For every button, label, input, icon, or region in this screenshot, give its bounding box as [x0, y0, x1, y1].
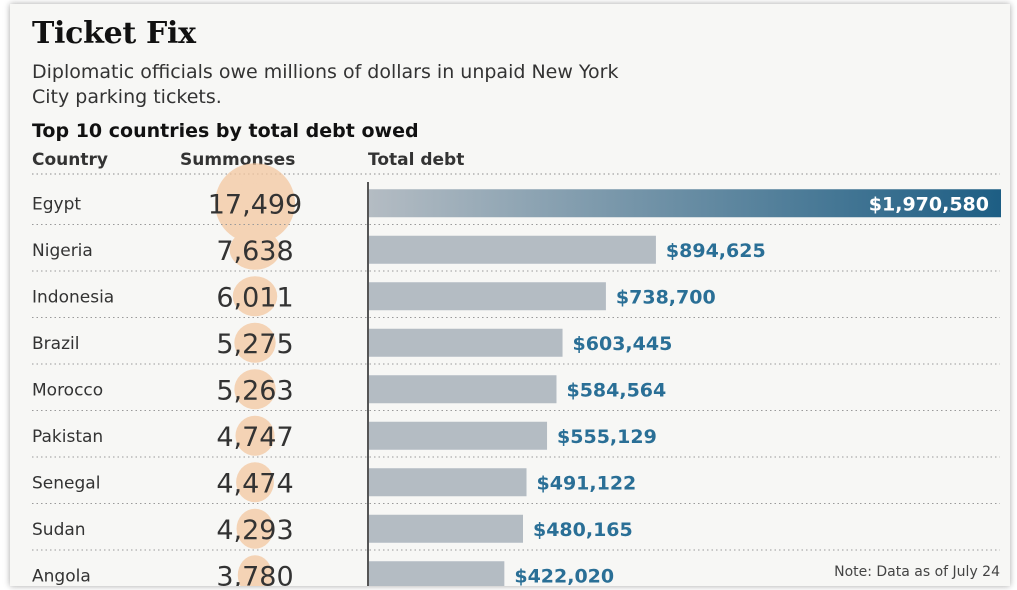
- debt-value-label: $584,564: [566, 379, 666, 401]
- country-label: Nigeria: [32, 241, 93, 261]
- chart-title: Ticket Fix: [32, 16, 196, 51]
- debt-value-label: $894,625: [666, 240, 766, 262]
- debt-bar: [369, 282, 606, 311]
- summonses-label: 7,638: [216, 236, 293, 267]
- data-note: Note: Data as of July 24: [834, 564, 1000, 580]
- bar-chart: Egypt 17,499 $1,970,580 Nigeria 7,638 $894,62…: [32, 163, 1001, 586]
- debt-bar: [369, 421, 548, 450]
- debt-value-label: $480,165: [533, 519, 633, 541]
- country-label: Sudan: [32, 520, 86, 540]
- country-label: Egypt: [32, 194, 81, 214]
- column-header-total-debt: Total debt: [368, 150, 465, 170]
- debt-value-label: $738,700: [616, 286, 716, 308]
- summonses-label: 4,747: [216, 422, 293, 453]
- summonses-highlight: [215, 163, 295, 586]
- debt-value-label: $555,129: [557, 426, 657, 448]
- summonses-label: 5,275: [216, 329, 293, 360]
- chart-subtitle: Diplomatic officials owe millions of dol…: [32, 61, 619, 108]
- summonses-label: 6,011: [216, 282, 293, 313]
- debt-bar: [369, 235, 656, 264]
- summonses-label: 17,499: [208, 189, 302, 220]
- debt-bar: [369, 375, 557, 404]
- debt-value-label: $1,970,580: [869, 193, 989, 215]
- debt-bar: [369, 468, 527, 497]
- summonses-label: 5,263: [216, 375, 293, 406]
- debt-bar: [369, 561, 505, 586]
- country-label: Morocco: [32, 380, 103, 400]
- country-label: Brazil: [32, 334, 79, 354]
- debt-value-label: $491,122: [537, 472, 637, 494]
- summonses-label: 4,474: [216, 468, 293, 499]
- section-title: Top 10 countries by total debt owed: [32, 120, 419, 142]
- infographic: Ticket Fix Diplomatic officials owe mill…: [10, 4, 1010, 586]
- country-label: Pakistan: [32, 427, 103, 447]
- column-header-country: Country: [32, 150, 108, 170]
- country-label: Indonesia: [32, 287, 114, 307]
- debt-value-label: $603,445: [573, 333, 673, 355]
- country-label: Angola: [32, 566, 91, 586]
- debt-value-label: $422,020: [514, 565, 614, 586]
- debt-bar: [369, 328, 563, 357]
- summonses-label: 3,780: [216, 561, 293, 586]
- country-label: Senegal: [32, 473, 100, 493]
- summonses-label: 4,293: [216, 515, 293, 546]
- debt-bar: [369, 189, 1001, 218]
- debt-bar: [369, 514, 523, 543]
